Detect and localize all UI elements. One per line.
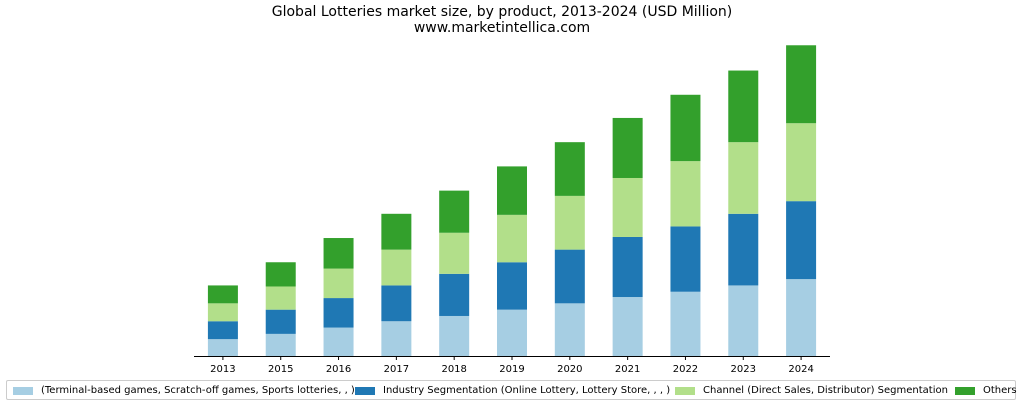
x-tick-label: 2024 [788, 364, 813, 375]
bar-segment [554, 303, 585, 356]
x-ticks-group: 2013 2015 2016 2017 2018 2019 2020 2021 2022 2023… [210, 356, 814, 375]
bar-segment [323, 268, 354, 299]
bar-segment [381, 213, 412, 250]
bar-segment [265, 309, 296, 334]
bars-group [207, 45, 817, 356]
x-tick-label: 2021 [615, 364, 640, 375]
bar-segment [728, 142, 759, 214]
bar-segment [670, 291, 701, 356]
legend-label: Channel (Direct Sales, Distributor) Segm… [703, 385, 948, 396]
bar-segment [323, 298, 354, 328]
bar-segment [728, 213, 759, 286]
legend-swatch [355, 386, 375, 395]
bar-segment [786, 201, 817, 280]
x-tick-label: 2020 [557, 364, 582, 375]
bar-segment [670, 226, 701, 292]
bar-segment [381, 285, 412, 322]
x-tick-label: 2016 [326, 364, 351, 375]
bar-segment [612, 297, 643, 356]
bar-segment [207, 321, 238, 340]
bar-segment [207, 339, 238, 356]
bar-segment [439, 190, 470, 233]
legend-label: (Terminal-based games, Scratch-off games… [41, 385, 355, 396]
legend: (Terminal-based games, Scratch-off games… [6, 380, 1017, 400]
x-tick-label: 2022 [673, 364, 698, 375]
bar-segment [554, 142, 585, 196]
bar-segment [554, 249, 585, 304]
legend-item: (Terminal-based games, Scratch-off games… [13, 385, 355, 396]
bar-segment [497, 309, 527, 356]
bar-segment [381, 321, 412, 356]
legend-item: Channel (Direct Sales, Distributor) Segm… [675, 385, 948, 396]
legend-item: Others [955, 385, 1017, 396]
x-tick-label: 2017 [384, 364, 409, 375]
legend-swatch [955, 386, 975, 395]
chart-subtitle: www.marketintellica.com [413, 20, 591, 36]
x-tick-label: 2015 [268, 364, 293, 375]
legend-label: Industry Segmentation (Online Lottery, L… [383, 385, 671, 396]
bar-segment [612, 117, 643, 178]
bar-segment [497, 166, 527, 215]
bar-segment [439, 273, 470, 316]
bar-segment [554, 195, 585, 250]
bar-segment [612, 177, 643, 237]
legend-item: Industry Segmentation (Online Lottery, L… [355, 385, 670, 396]
bar-segment [497, 214, 527, 263]
bar-segment [323, 238, 354, 269]
x-tick-label: 2013 [210, 364, 235, 375]
bar-segment [265, 286, 296, 310]
x-tick-label: 2018 [441, 364, 466, 375]
bar-segment [728, 285, 759, 356]
legend-swatch [13, 386, 33, 395]
legend-swatch [675, 386, 695, 395]
bar-segment [207, 285, 238, 304]
legend-label: Others [983, 385, 1017, 396]
bar-segment [786, 45, 817, 124]
bar-segment [497, 262, 527, 310]
bar-segment [265, 262, 296, 287]
bar-segment [265, 333, 296, 356]
bar-segment [786, 279, 817, 356]
bar-segment [439, 232, 470, 274]
bar-segment [670, 94, 701, 162]
bar-segment [728, 70, 759, 143]
bar-segment [612, 236, 643, 298]
bar-segment [381, 249, 412, 286]
x-tick-label: 2019 [499, 364, 524, 375]
bar-segment [207, 303, 238, 322]
bar-segment [323, 327, 354, 356]
x-tick-label: 2023 [731, 364, 756, 375]
bar-segment [786, 123, 817, 202]
chart-title: Global Lotteries market size, by product… [271, 4, 733, 20]
bar-segment [439, 315, 470, 356]
bar-segment [670, 161, 701, 227]
